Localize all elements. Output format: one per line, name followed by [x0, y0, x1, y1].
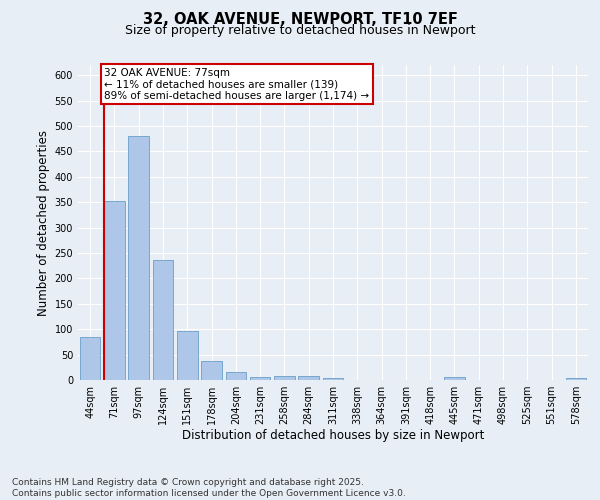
Bar	[298, 376, 319, 380]
Bar	[80, 337, 100, 380]
Bar	[201, 361, 222, 380]
Bar	[323, 378, 343, 380]
Y-axis label: Number of detached properties: Number of detached properties	[37, 130, 50, 316]
Bar	[152, 260, 173, 380]
X-axis label: Distribution of detached houses by size in Newport: Distribution of detached houses by size …	[182, 428, 484, 442]
Text: 32, OAK AVENUE, NEWPORT, TF10 7EF: 32, OAK AVENUE, NEWPORT, TF10 7EF	[143, 12, 457, 28]
Text: Contains HM Land Registry data © Crown copyright and database right 2025.
Contai: Contains HM Land Registry data © Crown c…	[12, 478, 406, 498]
Bar	[444, 378, 465, 380]
Bar	[226, 372, 246, 380]
Bar	[177, 330, 197, 380]
Bar	[250, 377, 271, 380]
Text: Size of property relative to detached houses in Newport: Size of property relative to detached ho…	[125, 24, 475, 37]
Bar	[566, 378, 586, 380]
Text: 32 OAK AVENUE: 77sqm
← 11% of detached houses are smaller (139)
89% of semi-deta: 32 OAK AVENUE: 77sqm ← 11% of detached h…	[104, 68, 370, 100]
Bar	[104, 201, 125, 380]
Bar	[128, 136, 149, 380]
Bar	[274, 376, 295, 380]
